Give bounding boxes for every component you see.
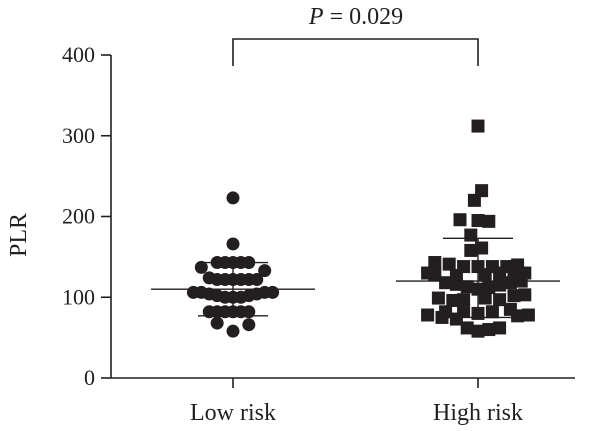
low-risk-point	[210, 316, 224, 330]
high-risk-point	[460, 280, 474, 294]
high-risk-point	[493, 293, 507, 307]
y-axis: 0 100 200 300 400	[62, 42, 112, 390]
data-points	[186, 119, 535, 338]
high-risk-point	[428, 268, 442, 282]
high-risk-point	[439, 276, 453, 290]
low-risk-point	[258, 264, 272, 278]
high-risk-point	[482, 281, 496, 295]
high-risk-point	[428, 256, 442, 270]
high-risk-point	[431, 291, 445, 305]
high-risk-point	[467, 193, 481, 207]
p-value-symbol: P	[308, 4, 324, 30]
mean-sd-bars	[151, 237, 560, 319]
y-axis-title: PLR	[6, 213, 32, 257]
high-risk-point	[485, 305, 499, 319]
high-risk-point	[460, 321, 474, 335]
low-risk-point	[242, 305, 256, 319]
high-risk-point	[446, 293, 460, 307]
high-risk-point	[507, 264, 521, 278]
high-risk-point	[493, 266, 507, 280]
high-risk-point	[464, 228, 478, 242]
p-value-annotation: P = 0.029	[308, 4, 403, 30]
high-risk-point	[493, 278, 507, 292]
high-risk-point	[464, 243, 478, 257]
y-tick-label: 400	[62, 42, 95, 67]
high-risk-point	[518, 288, 532, 302]
x-category-label: Low risk	[190, 400, 276, 426]
low-risk-point	[226, 191, 240, 205]
y-tick-label: 300	[62, 123, 95, 148]
high-risk-point	[482, 214, 496, 228]
low-risk-point	[242, 318, 256, 332]
low-risk-point	[250, 272, 264, 286]
p-value-text: = 0.029	[324, 4, 404, 30]
high-risk-point	[478, 268, 492, 282]
high-risk-point	[478, 291, 492, 305]
high-risk-point	[442, 257, 456, 271]
bracket-line	[232, 38, 479, 66]
high-risk-point	[449, 312, 463, 326]
low-risk-point	[266, 285, 280, 299]
low-risk-point	[194, 260, 208, 274]
high-risk-point	[482, 323, 496, 337]
y-tick-label: 100	[62, 284, 95, 309]
x-axis: Low risk High risk	[111, 377, 575, 426]
high-risk-point	[503, 276, 517, 290]
high-risk-point	[471, 214, 485, 228]
x-category-label: High risk	[433, 400, 523, 426]
high-risk-point	[457, 293, 471, 307]
y-tick-label: 200	[62, 204, 95, 229]
high-risk-point	[511, 309, 525, 323]
low-risk-point	[226, 237, 240, 251]
high-risk-point	[435, 310, 449, 324]
high-risk-point	[507, 289, 521, 303]
high-risk-point	[421, 308, 435, 322]
high-risk-point	[453, 213, 467, 227]
low-risk-point	[226, 324, 240, 338]
high-risk-point	[471, 324, 485, 338]
significance-bracket	[232, 38, 479, 66]
high-risk-point	[493, 321, 507, 335]
high-risk-point	[521, 308, 535, 322]
high-risk-point	[471, 119, 485, 133]
y-tick-label: 0	[84, 365, 95, 390]
